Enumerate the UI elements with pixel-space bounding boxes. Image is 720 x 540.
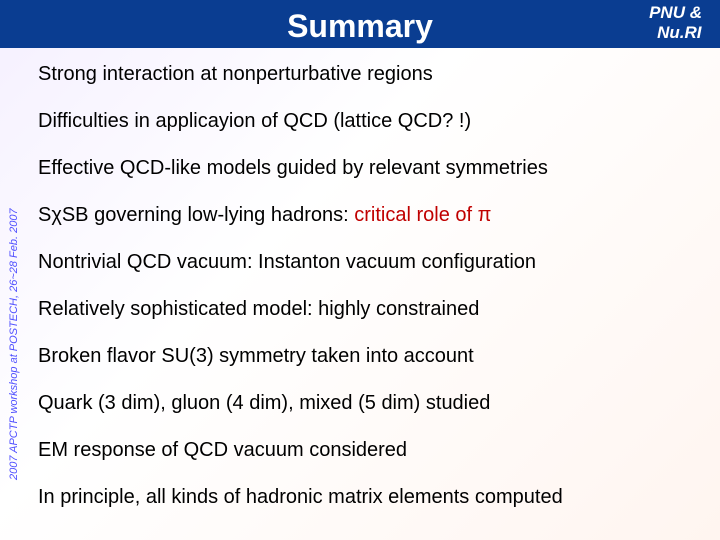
corner-label: PNU & Nu.RI [649, 3, 702, 44]
bullet-0: Strong interaction at nonperturbative re… [38, 62, 700, 87]
header-band: Summary PNU & Nu.RI [0, 0, 720, 48]
corner-line2: Nu.RI [649, 23, 702, 43]
bullet-1: Difficulties in applicayion of QCD (latt… [38, 109, 700, 134]
corner-line1: PNU & [649, 3, 702, 22]
b3-red: critical role of [354, 204, 477, 226]
b3-mid: SB governing low-lying hadrons: [62, 204, 354, 226]
bullet-6: Broken flavor SU(3) symmetry taken into … [38, 344, 700, 369]
sidebar-rotated-text: 2007 APCTP workshop at POSTECH, 26~28 Fe… [8, 208, 20, 480]
bullet-7: Quark (3 dim), gluon (4 dim), mixed (5 d… [38, 391, 700, 416]
content-area: Strong interaction at nonperturbative re… [38, 62, 700, 532]
bullet-8: EM response of QCD vacuum considered [38, 438, 700, 463]
b3-pi: π [478, 204, 492, 226]
bullet-4: Nontrivial QCD vacuum: Instanton vacuum … [38, 250, 700, 275]
b3-chi: χ [51, 204, 62, 226]
bullet-5: Relatively sophisticated model: highly c… [38, 297, 700, 322]
bullet-2: Effective QCD-like models guided by rele… [38, 156, 700, 181]
page-title: Summary [287, 8, 433, 45]
bullet-3: SχSB governing low-lying hadrons: critic… [38, 203, 700, 228]
b3-pre: S [38, 204, 51, 226]
bullet-9: In principle, all kinds of hadronic matr… [38, 485, 700, 510]
